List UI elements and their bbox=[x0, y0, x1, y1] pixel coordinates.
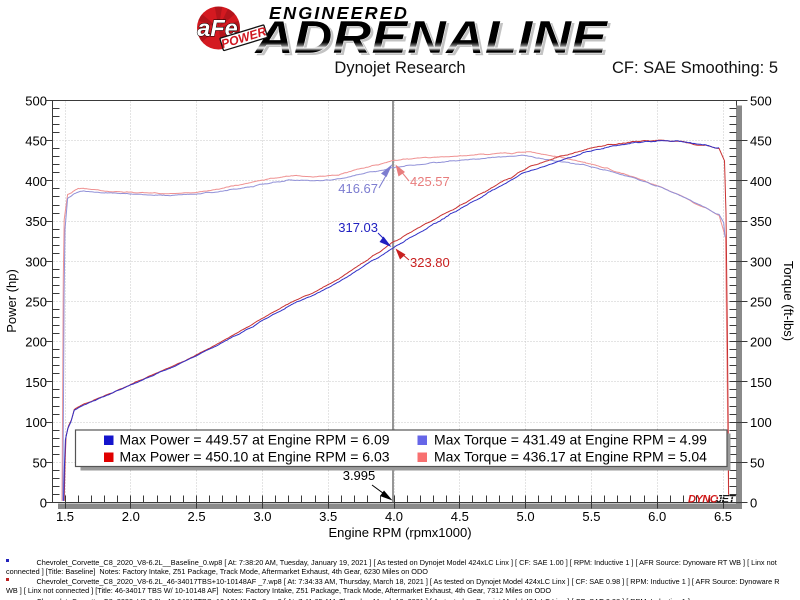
svg-text:®: ® bbox=[238, 6, 244, 15]
svg-text:5.5: 5.5 bbox=[582, 509, 600, 524]
svg-text:3.995: 3.995 bbox=[343, 468, 376, 483]
svg-text:5.0: 5.0 bbox=[517, 509, 535, 524]
svg-text:250: 250 bbox=[25, 295, 47, 310]
svg-text:150: 150 bbox=[750, 375, 772, 390]
svg-text:4.5: 4.5 bbox=[451, 509, 469, 524]
svg-text:4.0: 4.0 bbox=[385, 509, 403, 524]
svg-text:425.57: 425.57 bbox=[410, 174, 450, 189]
svg-text:Power (hp): Power (hp) bbox=[4, 269, 19, 333]
svg-text:Max Torque = 431.49 at Engine: Max Torque = 431.49 at Engine RPM = 4.99 bbox=[434, 432, 707, 448]
svg-text:2.0: 2.0 bbox=[122, 509, 140, 524]
svg-text:ADRENALINE: ADRENALINE bbox=[254, 11, 609, 58]
svg-text:450: 450 bbox=[750, 134, 772, 149]
svg-text:ADRENALINE: ADRENALINE bbox=[256, 13, 611, 58]
svg-text:Max Torque = 436.17 at Engine: Max Torque = 436.17 at Engine RPM = 5.04 bbox=[434, 449, 707, 465]
svg-text:250: 250 bbox=[750, 295, 772, 310]
svg-text:Engine RPM (rpmx1000): Engine RPM (rpmx1000) bbox=[328, 525, 471, 540]
svg-text:300: 300 bbox=[25, 254, 47, 269]
svg-text:1.5: 1.5 bbox=[56, 509, 74, 524]
svg-text:6.5: 6.5 bbox=[714, 509, 732, 524]
svg-text:6.0: 6.0 bbox=[648, 509, 666, 524]
svg-text:0: 0 bbox=[40, 496, 47, 511]
svg-text:50: 50 bbox=[750, 455, 764, 470]
svg-text:200: 200 bbox=[25, 335, 47, 350]
svg-text:450: 450 bbox=[25, 134, 47, 149]
svg-text:0: 0 bbox=[750, 496, 757, 511]
svg-text:350: 350 bbox=[750, 214, 772, 229]
svg-text:ENGINEERED: ENGINEERED bbox=[269, 3, 409, 22]
svg-text:50: 50 bbox=[33, 455, 47, 470]
svg-text:500: 500 bbox=[25, 94, 47, 109]
svg-text:3.5: 3.5 bbox=[319, 509, 337, 524]
svg-text:DYNO: DYNO bbox=[688, 494, 719, 506]
svg-text:100: 100 bbox=[25, 415, 47, 430]
svg-text:500: 500 bbox=[750, 94, 772, 109]
svg-text:317.03: 317.03 bbox=[338, 220, 378, 235]
svg-text:150: 150 bbox=[25, 375, 47, 390]
svg-text:2.5: 2.5 bbox=[188, 509, 206, 524]
svg-text:200: 200 bbox=[750, 335, 772, 350]
svg-text:3.0: 3.0 bbox=[253, 509, 271, 524]
svg-text:400: 400 bbox=[25, 174, 47, 189]
svg-text:323.80: 323.80 bbox=[410, 255, 450, 270]
svg-text:350: 350 bbox=[25, 214, 47, 229]
svg-text:Torque (ft-lbs): Torque (ft-lbs) bbox=[781, 261, 796, 341]
svg-text:400: 400 bbox=[750, 174, 772, 189]
svg-text:Max Power = 450.10 at Engine R: Max Power = 450.10 at Engine RPM = 6.03 bbox=[120, 449, 390, 465]
svg-text:100: 100 bbox=[750, 415, 772, 430]
svg-text:300: 300 bbox=[750, 254, 772, 269]
svg-text:Max Power = 449.57 at Engine R: Max Power = 449.57 at Engine RPM = 6.09 bbox=[120, 432, 390, 448]
svg-text:416.67: 416.67 bbox=[338, 181, 378, 196]
